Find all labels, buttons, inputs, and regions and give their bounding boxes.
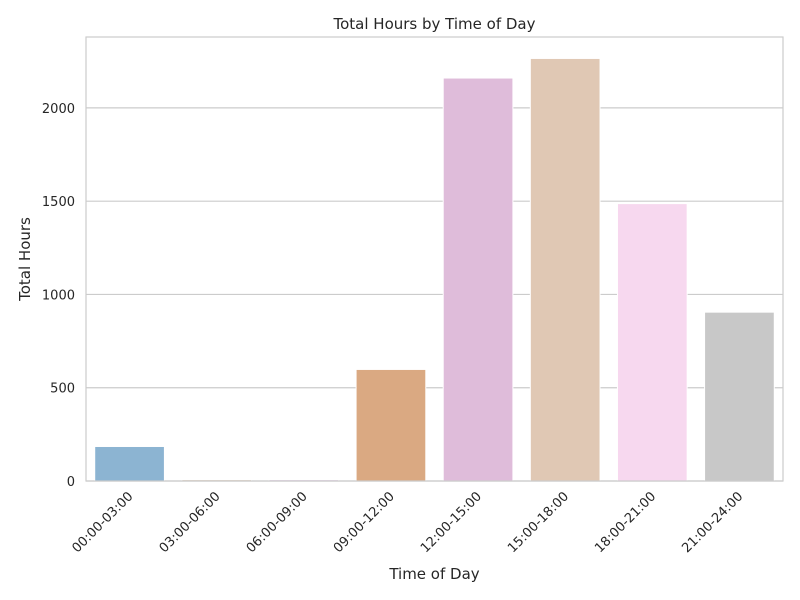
y-tick-label-4: 2000 — [42, 102, 75, 117]
bar-0 — [94, 445, 165, 482]
bar-6 — [616, 203, 688, 482]
bar-4 — [442, 77, 514, 482]
y-axis-label: Total Hours — [16, 217, 34, 302]
x-tick-label-3: 09:00-12:00 — [331, 489, 398, 556]
x-tick-label-5: 15:00-18:00 — [505, 489, 572, 556]
x-tick-label-2: 06:00-09:00 — [244, 489, 311, 556]
x-axis-label: Time of Day — [388, 565, 479, 583]
bars — [94, 57, 775, 482]
y-tick-label-0: 0 — [67, 475, 75, 490]
x-tick-labels: 00:00-03:00 03:00-06:00 06:00-09:00 09:00-1… — [69, 489, 746, 556]
x-tick-label-6: 18:00-21:00 — [592, 489, 659, 556]
x-tick-label-0: 00:00-03:00 — [69, 489, 136, 556]
x-tick-label-7: 21:00-24:00 — [679, 489, 746, 556]
y-tick-label-2: 1000 — [42, 288, 75, 303]
bar-7 — [704, 311, 775, 482]
plot-frame — [85, 36, 784, 482]
bar-3 — [355, 368, 427, 482]
y-tick-label-1: 500 — [50, 382, 75, 397]
x-tick-label-4: 12:00-15:00 — [418, 489, 485, 556]
chart-title: Total Hours by Time of Day — [332, 15, 535, 33]
bar-5 — [529, 57, 601, 482]
y-tick-label-3: 1500 — [42, 195, 75, 210]
y-tick-labels: 0 500 1000 1500 2000 — [42, 102, 75, 490]
x-tick-label-1: 03:00-06:00 — [157, 489, 224, 556]
